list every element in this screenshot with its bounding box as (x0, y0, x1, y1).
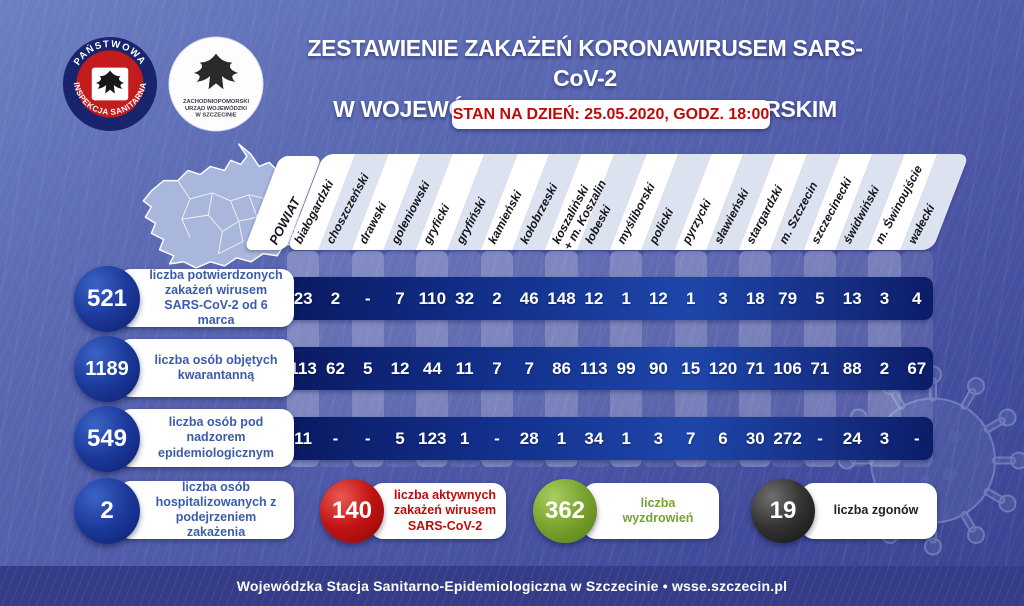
stat-circle: 2 (74, 478, 140, 544)
value-cell: 3 (653, 429, 664, 448)
value-cell: 148 (547, 289, 576, 308)
stat-label-pill: liczba osób pod nadzorem epidemiologiczn… (118, 409, 294, 467)
row-band: 113 62 5 12 44 11 7 7 86 113 99 90 15 120 71 106 71 88 2 67 (287, 347, 933, 390)
value-cell: 7 (395, 289, 405, 308)
value-cell: - (494, 429, 500, 448)
value-cell: 18 (745, 289, 765, 308)
value-cell: 2 (330, 289, 341, 308)
value-cell: 11 (294, 429, 313, 448)
value-cell: 15 (681, 359, 701, 378)
value-cell: 23 (293, 289, 313, 308)
footer-bar: Wojewódzka Stacja Sanitarno-Epidemiologi… (0, 566, 1024, 606)
sanitary-inspection-logo: PAŃSTWOWA INSPEKCJA SANITARNA (62, 36, 158, 132)
value-cell: 13 (842, 289, 862, 308)
value-cell: - (817, 429, 823, 448)
title-line-1: ZESTAWIENIE ZAKAŻEŃ KORONAWIRUSEM SARS-C… (307, 35, 863, 92)
value-cell: 71 (745, 359, 765, 378)
value-cell: 3 (718, 289, 728, 308)
value-cell: 1 (621, 429, 631, 448)
eagle-icon (95, 70, 125, 94)
summary-label-pill: liczba aktywnych zakażeń wirusem SARS-Co… (370, 483, 506, 539)
stat-circle: 1189 (74, 336, 140, 402)
value-cell: 7 (492, 359, 502, 378)
logo2-text-line3: W SZCZECINIE (195, 113, 236, 119)
value-cell: - (364, 429, 371, 448)
value-cell: 62 (325, 359, 345, 378)
value-cell: 86 (552, 359, 571, 378)
stat-circle: 549 (74, 406, 140, 472)
value-cell: 79 (778, 289, 798, 308)
value-cell: 12 (390, 359, 410, 378)
value-cell: 120 (708, 359, 738, 378)
value-cell: 113 (289, 359, 317, 378)
summary-circle: 362 (533, 479, 597, 543)
value-cell: 12 (648, 289, 668, 308)
value-cell: 71 (810, 359, 830, 378)
summary-circle: 19 (751, 479, 815, 543)
value-cell: 6 (718, 429, 728, 448)
value-cell: 32 (455, 289, 475, 308)
logo2-text-line2: URZĄD WOJEWÓDZKI (185, 104, 247, 112)
value-cell: 1 (685, 289, 696, 308)
value-cell: 3 (879, 429, 890, 448)
value-cell: 2 (492, 289, 502, 308)
value-cell: 46 (519, 289, 539, 308)
stat-circle: 521 (74, 266, 140, 332)
value-cell: 5 (363, 359, 373, 378)
value-cell: 272 (773, 429, 802, 448)
value-cell: 90 (648, 359, 668, 378)
logo2-text-line1: ZACHODNIOPOMORSKI (183, 99, 250, 105)
value-cell: 99 (616, 359, 636, 378)
value-cell: 1 (556, 429, 567, 448)
value-cell: 7 (524, 359, 534, 378)
value-cell: 123 (418, 429, 447, 448)
summary-label-pill: liczba zgonów (801, 483, 937, 539)
value-cell: 4 (912, 289, 922, 308)
status-date-badge: STAN NA DZIEŃ: 25.05.2020, GODZ. 18:00 (452, 100, 770, 129)
stat-label-pill: liczba osób hospitalizowanych z podejrze… (118, 480, 294, 539)
voivodeship-office-logo: ZACHODNIOPOMORSKI URZĄD WOJEWÓDZKI W SZC… (168, 36, 264, 132)
value-cell: 113 (580, 359, 608, 378)
eagle-icon (193, 53, 239, 90)
value-cell: 106 (773, 359, 802, 378)
value-cell: 5 (815, 289, 825, 308)
value-cell: - (364, 289, 371, 308)
value-cell: 34 (584, 429, 604, 448)
value-cell: 44 (422, 359, 442, 378)
value-cell: - (913, 429, 920, 448)
row-band: 11- -5 123 1-28 1 34 1 3 7 6 30 272-24 3- (287, 417, 933, 460)
row-band: 23 2-7 110 32 2 46 148 12 1 12 1 3 18 79 5 13 3 4 (287, 277, 933, 320)
value-cell: 12 (584, 289, 604, 308)
value-cell: 88 (842, 359, 862, 378)
value-cell: 11 (455, 359, 474, 378)
value-cell: 30 (745, 429, 765, 448)
value-cell: 1 (459, 429, 470, 448)
value-cell: 28 (519, 429, 539, 448)
value-cell: 3 (879, 289, 890, 308)
value-cell: 1 (621, 289, 631, 308)
value-cell: 67 (907, 359, 927, 378)
value-cell: 5 (395, 429, 405, 448)
value-cell: 7 (685, 429, 696, 448)
value-cell: - (332, 429, 339, 448)
value-cell: 24 (842, 429, 862, 448)
summary-circle: 140 (320, 479, 384, 543)
value-cell: 2 (879, 359, 890, 378)
summary-label-pill: liczba wyzdrowień (583, 483, 719, 539)
stat-label-pill: liczba osób objętych kwarantanną (118, 339, 294, 397)
value-cell: 110 (418, 289, 447, 308)
stat-label-pill: liczba potwierdzonych zakażeń wirusem SA… (118, 268, 294, 327)
